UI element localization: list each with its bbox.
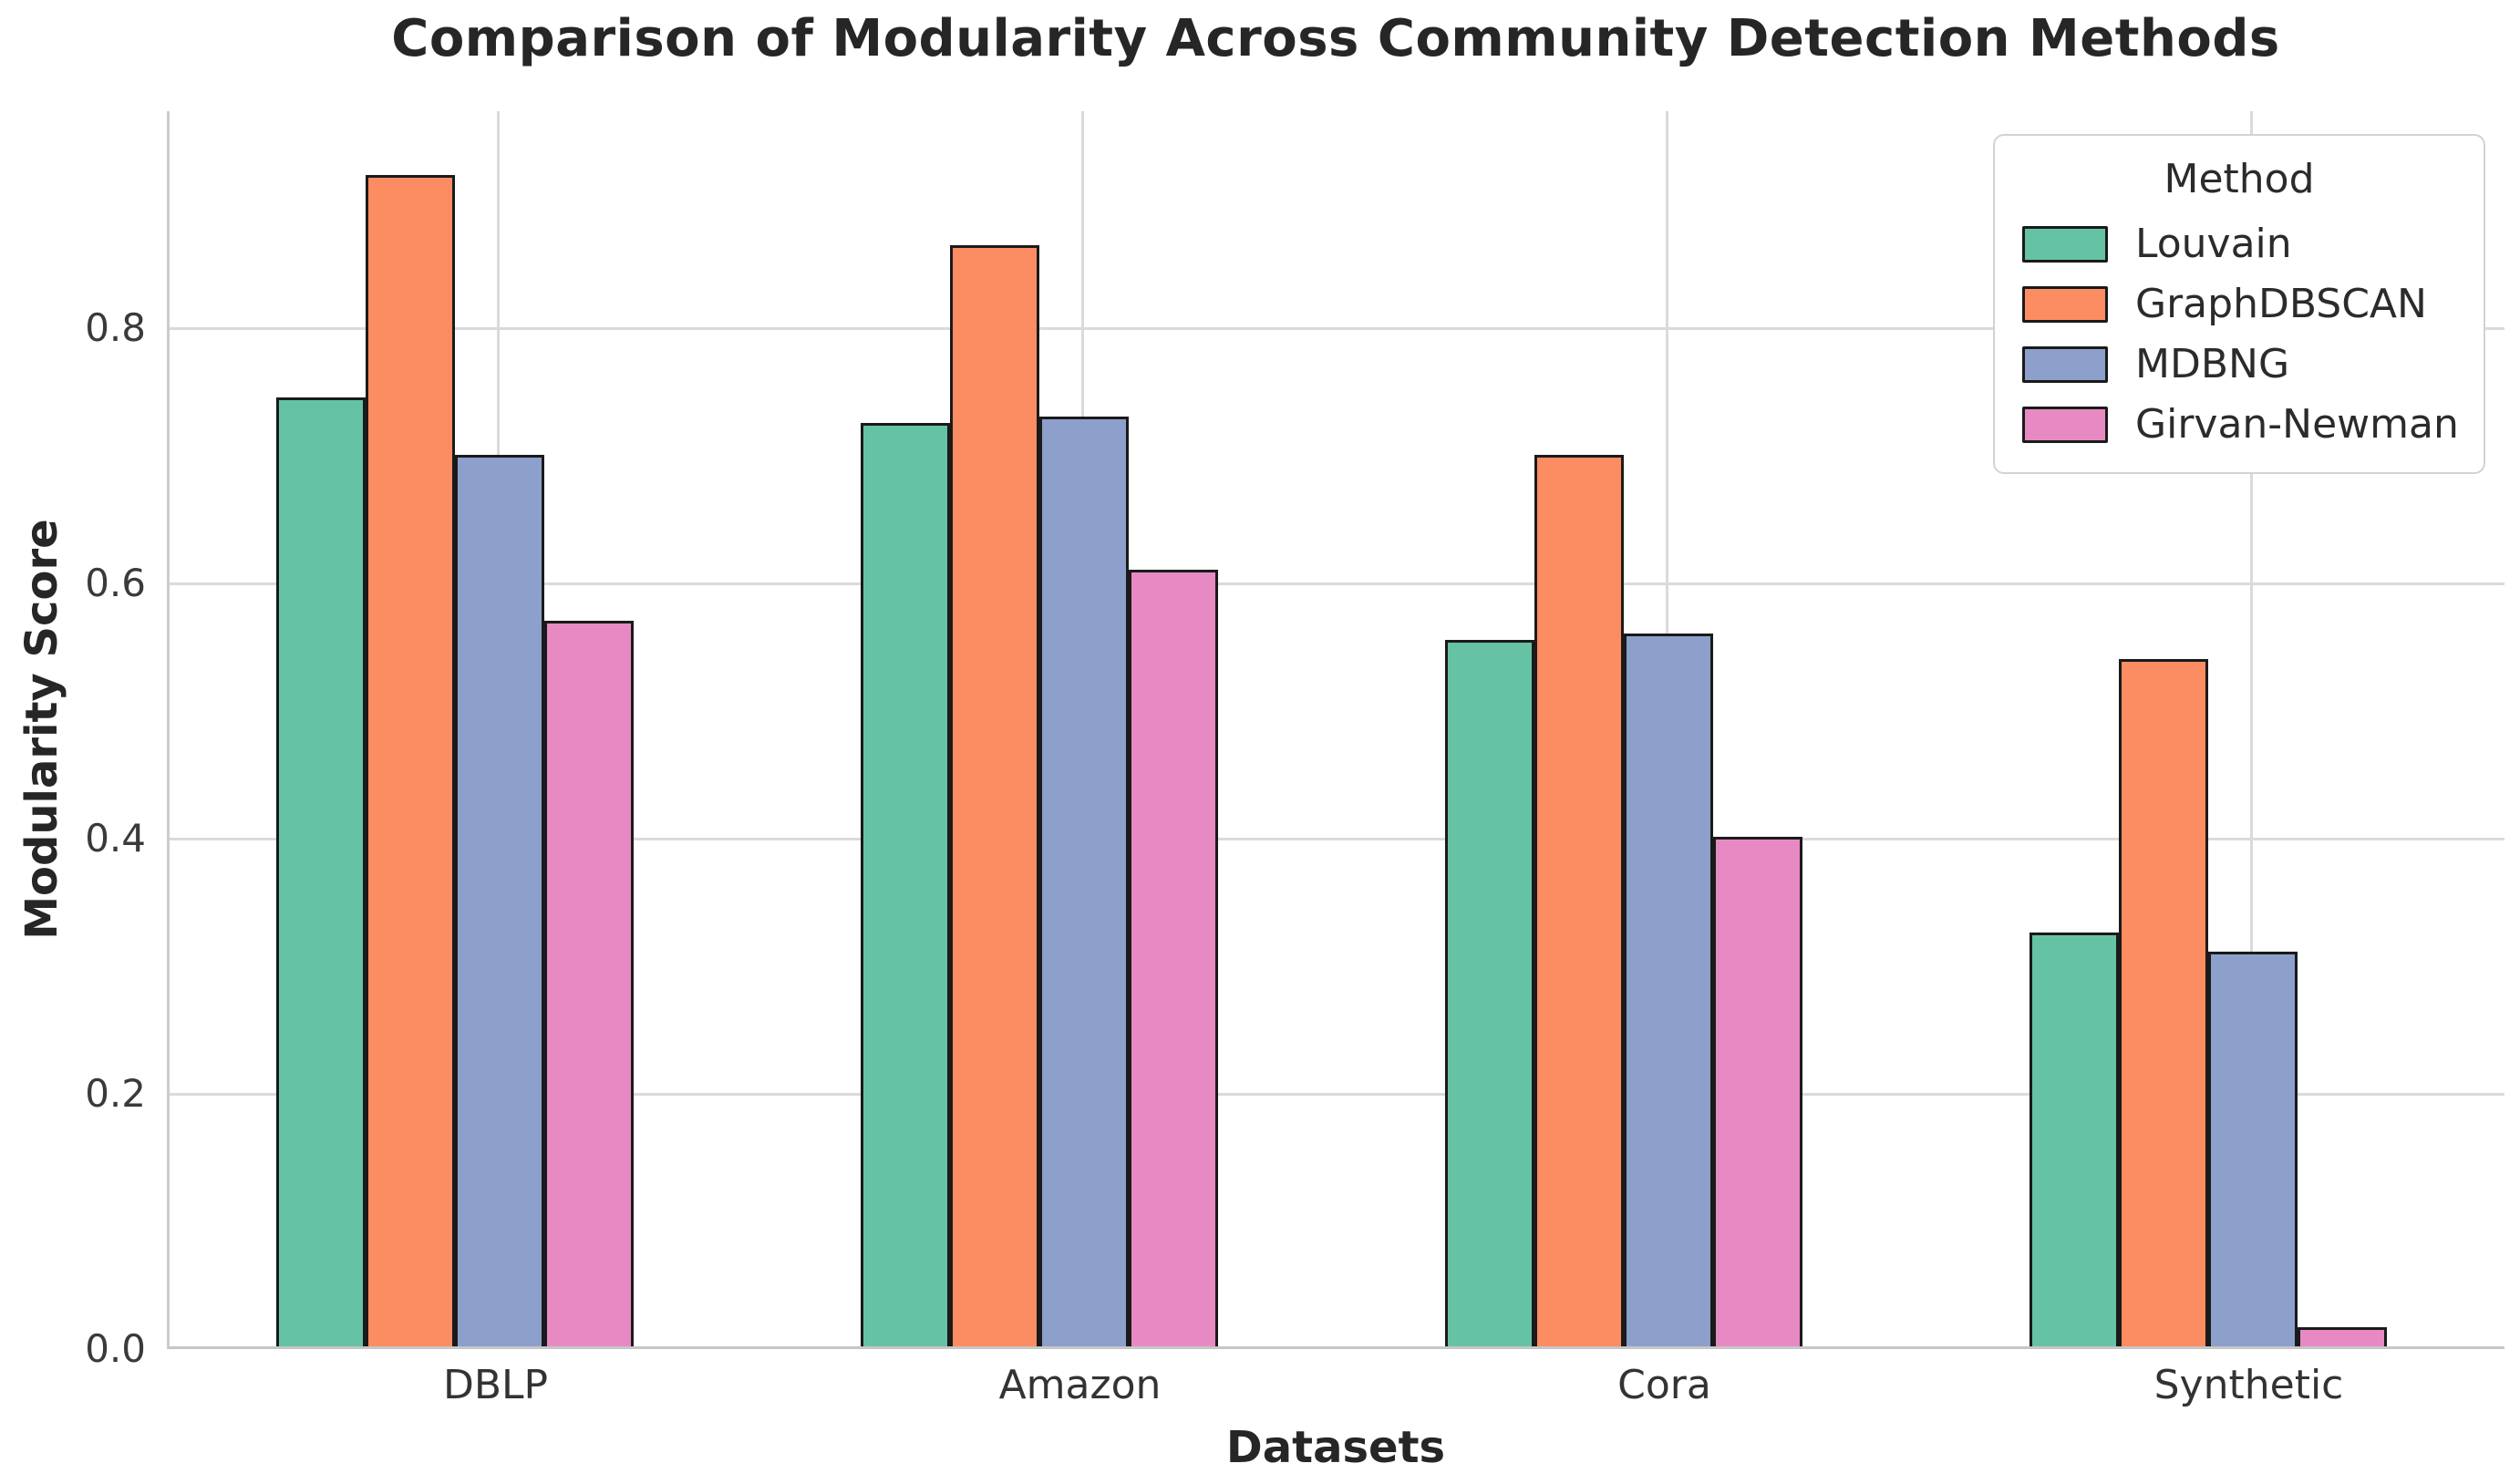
bar-amazon-louvain — [860, 423, 950, 1346]
bar-cora-mdbng — [1623, 633, 1713, 1346]
bar-synthetic-louvain — [2029, 933, 2119, 1346]
x-tick-label-cora: Cora — [1617, 1362, 1711, 1408]
bar-synthetic-graphdbscan — [2118, 658, 2208, 1346]
x-axis-label: Datasets — [1225, 1422, 1446, 1473]
y-tick-label-0.8: 0.8 — [85, 305, 146, 350]
bar-cora-graphdbscan — [1534, 455, 1624, 1346]
bar-dblp-louvain — [275, 397, 366, 1346]
plot-area: Method Louvain GraphDBSCAN MDBNG Girvan-Newm… — [167, 111, 2505, 1349]
bar-amazon-mdbng — [1038, 417, 1129, 1346]
bar-synthetic-girvan-newman — [2297, 1327, 2387, 1346]
bar-dblp-mdbng — [454, 455, 544, 1346]
y-gridline-0.6 — [170, 582, 2505, 585]
y-tick-label-0.2: 0.2 — [85, 1071, 146, 1116]
y-tick-label-0.6: 0.6 — [85, 561, 146, 605]
legend-swatch-louvain — [2022, 225, 2108, 263]
bar-amazon-graphdbscan — [949, 244, 1039, 1346]
bar-cora-louvain — [1444, 639, 1534, 1346]
bar-synthetic-mdbng — [2207, 951, 2298, 1346]
bar-amazon-girvan-newman — [1128, 569, 1218, 1346]
legend-swatch-mdbng — [2022, 345, 2108, 383]
y-gridline-0.4 — [170, 837, 2505, 840]
y-tick-label-0.0: 0.0 — [85, 1326, 146, 1371]
legend: Method Louvain GraphDBSCAN MDBNG Girvan-Newm… — [1993, 134, 2485, 474]
legend-title: Method — [2164, 156, 2315, 202]
y-gridline-0.2 — [170, 1092, 2505, 1096]
legend-item-mdbng: MDBNG — [2022, 340, 2456, 387]
bar-dblp-girvan-newman — [543, 620, 634, 1346]
y-gridline-0.8 — [170, 326, 2505, 330]
x-gridline-synthetic — [2250, 111, 2253, 1346]
legend-label-graphdbscan: GraphDBSCAN — [2135, 280, 2427, 327]
x-tick-label-amazon: Amazon — [998, 1362, 1162, 1408]
legend-item-louvain: Louvain — [2022, 220, 2456, 267]
y-tick-label-0.4: 0.4 — [85, 816, 146, 861]
bar-cora-girvan-newman — [1712, 837, 1802, 1346]
legend-item-girvan-newman: Girvan-Newman — [2022, 400, 2459, 448]
chart-title: Comparison of Modularity Across Communit… — [391, 9, 2280, 68]
legend-swatch-graphdbscan — [2022, 285, 2108, 323]
legend-label-mdbng: MDBNG — [2135, 340, 2290, 387]
x-tick-label-dblp: DBLP — [442, 1362, 549, 1408]
legend-item-graphdbscan: GraphDBSCAN — [2022, 280, 2456, 327]
x-tick-label-synthetic: Synthetic — [2153, 1362, 2344, 1408]
legend-label-girvan-newman: Girvan-Newman — [2135, 400, 2459, 448]
legend-swatch-girvan-newman — [2022, 406, 2108, 443]
bar-dblp-graphdbscan — [365, 174, 455, 1346]
legend-label-louvain: Louvain — [2135, 220, 2292, 267]
